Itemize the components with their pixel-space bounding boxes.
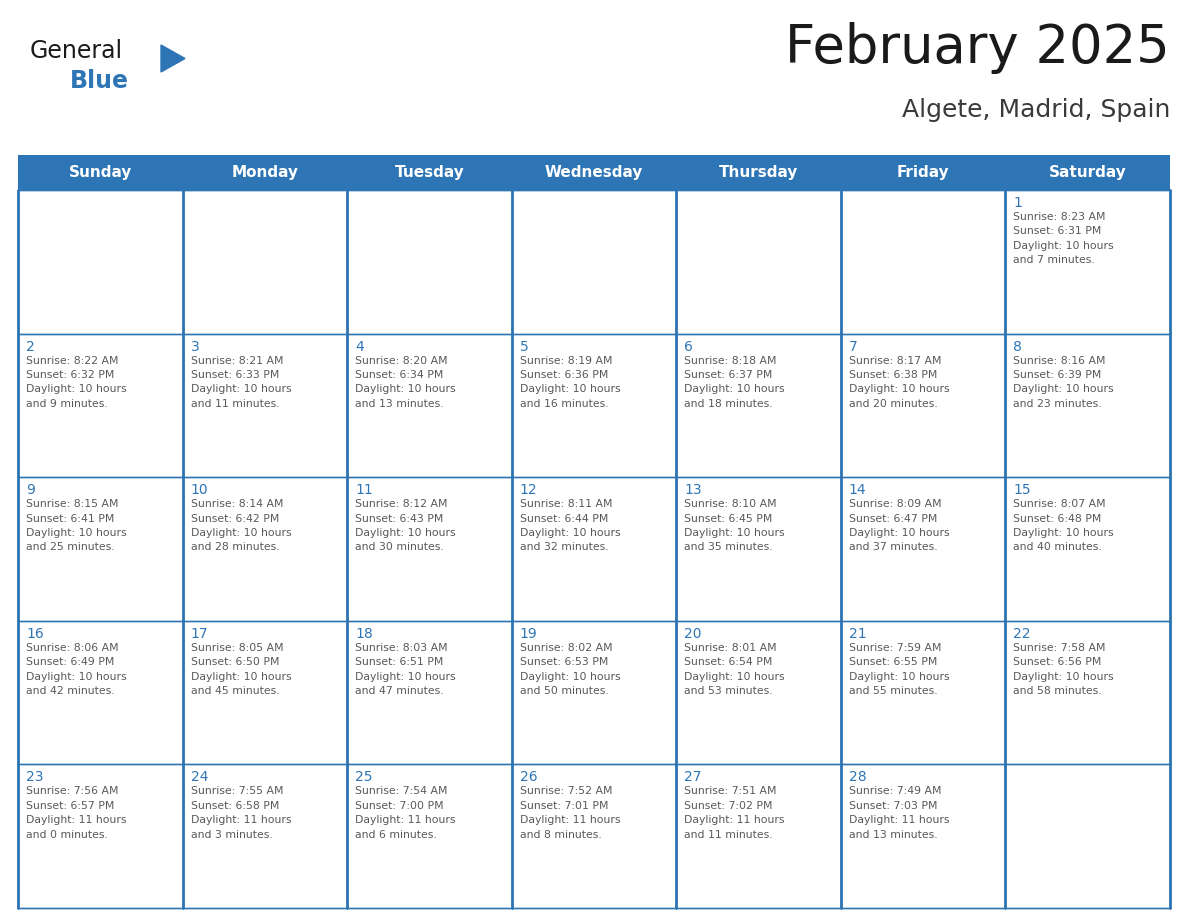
Text: Tuesday: Tuesday <box>394 165 465 180</box>
Polygon shape <box>162 45 185 72</box>
Text: Friday: Friday <box>897 165 949 180</box>
Text: Sunrise: 8:01 AM
Sunset: 6:54 PM
Daylight: 10 hours
and 53 minutes.: Sunrise: 8:01 AM Sunset: 6:54 PM Dayligh… <box>684 643 785 696</box>
Text: Sunrise: 7:56 AM
Sunset: 6:57 PM
Daylight: 11 hours
and 0 minutes.: Sunrise: 7:56 AM Sunset: 6:57 PM Dayligh… <box>26 787 126 840</box>
Text: 5: 5 <box>519 340 529 353</box>
Text: Sunrise: 8:20 AM
Sunset: 6:34 PM
Daylight: 10 hours
and 13 minutes.: Sunrise: 8:20 AM Sunset: 6:34 PM Dayligh… <box>355 355 456 409</box>
Text: Sunrise: 7:49 AM
Sunset: 7:03 PM
Daylight: 11 hours
and 13 minutes.: Sunrise: 7:49 AM Sunset: 7:03 PM Dayligh… <box>849 787 949 840</box>
Text: Sunrise: 8:17 AM
Sunset: 6:38 PM
Daylight: 10 hours
and 20 minutes.: Sunrise: 8:17 AM Sunset: 6:38 PM Dayligh… <box>849 355 949 409</box>
Text: 13: 13 <box>684 483 702 498</box>
Text: 24: 24 <box>190 770 208 784</box>
Text: Sunrise: 8:07 AM
Sunset: 6:48 PM
Daylight: 10 hours
and 40 minutes.: Sunrise: 8:07 AM Sunset: 6:48 PM Dayligh… <box>1013 499 1114 553</box>
Text: 18: 18 <box>355 627 373 641</box>
Text: Monday: Monday <box>232 165 298 180</box>
Text: 2: 2 <box>26 340 34 353</box>
Text: Sunrise: 8:21 AM
Sunset: 6:33 PM
Daylight: 10 hours
and 11 minutes.: Sunrise: 8:21 AM Sunset: 6:33 PM Dayligh… <box>190 355 291 409</box>
Text: 15: 15 <box>1013 483 1031 498</box>
Text: Sunrise: 8:19 AM
Sunset: 6:36 PM
Daylight: 10 hours
and 16 minutes.: Sunrise: 8:19 AM Sunset: 6:36 PM Dayligh… <box>519 355 620 409</box>
Text: Sunrise: 8:14 AM
Sunset: 6:42 PM
Daylight: 10 hours
and 28 minutes.: Sunrise: 8:14 AM Sunset: 6:42 PM Dayligh… <box>190 499 291 553</box>
Text: Sunrise: 7:59 AM
Sunset: 6:55 PM
Daylight: 10 hours
and 55 minutes.: Sunrise: 7:59 AM Sunset: 6:55 PM Dayligh… <box>849 643 949 696</box>
Text: Sunrise: 8:18 AM
Sunset: 6:37 PM
Daylight: 10 hours
and 18 minutes.: Sunrise: 8:18 AM Sunset: 6:37 PM Dayligh… <box>684 355 785 409</box>
Text: Blue: Blue <box>70 69 129 93</box>
Text: 21: 21 <box>849 627 866 641</box>
Text: Algete, Madrid, Spain: Algete, Madrid, Spain <box>902 98 1170 122</box>
Text: Sunrise: 7:58 AM
Sunset: 6:56 PM
Daylight: 10 hours
and 58 minutes.: Sunrise: 7:58 AM Sunset: 6:56 PM Dayligh… <box>1013 643 1114 696</box>
Text: 12: 12 <box>519 483 537 498</box>
Text: 3: 3 <box>190 340 200 353</box>
Text: 22: 22 <box>1013 627 1031 641</box>
Bar <box>18 155 1170 190</box>
Text: Sunrise: 8:06 AM
Sunset: 6:49 PM
Daylight: 10 hours
and 42 minutes.: Sunrise: 8:06 AM Sunset: 6:49 PM Dayligh… <box>26 643 127 696</box>
Text: February 2025: February 2025 <box>785 22 1170 74</box>
Text: 7: 7 <box>849 340 858 353</box>
Text: 17: 17 <box>190 627 208 641</box>
Text: Sunrise: 7:55 AM
Sunset: 6:58 PM
Daylight: 11 hours
and 3 minutes.: Sunrise: 7:55 AM Sunset: 6:58 PM Dayligh… <box>190 787 291 840</box>
Text: 10: 10 <box>190 483 208 498</box>
Text: 9: 9 <box>26 483 34 498</box>
Text: 6: 6 <box>684 340 693 353</box>
Text: 11: 11 <box>355 483 373 498</box>
Text: 27: 27 <box>684 770 702 784</box>
Text: Saturday: Saturday <box>1049 165 1126 180</box>
Text: Thursday: Thursday <box>719 165 798 180</box>
Text: Sunrise: 8:05 AM
Sunset: 6:50 PM
Daylight: 10 hours
and 45 minutes.: Sunrise: 8:05 AM Sunset: 6:50 PM Dayligh… <box>190 643 291 696</box>
Text: Sunrise: 7:51 AM
Sunset: 7:02 PM
Daylight: 11 hours
and 11 minutes.: Sunrise: 7:51 AM Sunset: 7:02 PM Dayligh… <box>684 787 785 840</box>
Text: 14: 14 <box>849 483 866 498</box>
Text: Sunrise: 8:11 AM
Sunset: 6:44 PM
Daylight: 10 hours
and 32 minutes.: Sunrise: 8:11 AM Sunset: 6:44 PM Dayligh… <box>519 499 620 553</box>
Text: Sunrise: 8:23 AM
Sunset: 6:31 PM
Daylight: 10 hours
and 7 minutes.: Sunrise: 8:23 AM Sunset: 6:31 PM Dayligh… <box>1013 212 1114 265</box>
Text: Sunrise: 8:09 AM
Sunset: 6:47 PM
Daylight: 10 hours
and 37 minutes.: Sunrise: 8:09 AM Sunset: 6:47 PM Dayligh… <box>849 499 949 553</box>
Text: Sunrise: 8:16 AM
Sunset: 6:39 PM
Daylight: 10 hours
and 23 minutes.: Sunrise: 8:16 AM Sunset: 6:39 PM Dayligh… <box>1013 355 1114 409</box>
Text: 25: 25 <box>355 770 373 784</box>
Text: Sunrise: 8:03 AM
Sunset: 6:51 PM
Daylight: 10 hours
and 47 minutes.: Sunrise: 8:03 AM Sunset: 6:51 PM Dayligh… <box>355 643 456 696</box>
Text: 26: 26 <box>519 770 537 784</box>
Text: General: General <box>30 39 124 63</box>
Text: Sunrise: 8:22 AM
Sunset: 6:32 PM
Daylight: 10 hours
and 9 minutes.: Sunrise: 8:22 AM Sunset: 6:32 PM Dayligh… <box>26 355 127 409</box>
Text: Sunday: Sunday <box>69 165 132 180</box>
Text: Sunrise: 7:54 AM
Sunset: 7:00 PM
Daylight: 11 hours
and 6 minutes.: Sunrise: 7:54 AM Sunset: 7:00 PM Dayligh… <box>355 787 456 840</box>
Text: 1: 1 <box>1013 196 1023 210</box>
Text: 8: 8 <box>1013 340 1023 353</box>
Text: 20: 20 <box>684 627 702 641</box>
Text: Sunrise: 8:15 AM
Sunset: 6:41 PM
Daylight: 10 hours
and 25 minutes.: Sunrise: 8:15 AM Sunset: 6:41 PM Dayligh… <box>26 499 127 553</box>
Text: 4: 4 <box>355 340 364 353</box>
Text: Sunrise: 8:10 AM
Sunset: 6:45 PM
Daylight: 10 hours
and 35 minutes.: Sunrise: 8:10 AM Sunset: 6:45 PM Dayligh… <box>684 499 785 553</box>
Text: Sunrise: 8:12 AM
Sunset: 6:43 PM
Daylight: 10 hours
and 30 minutes.: Sunrise: 8:12 AM Sunset: 6:43 PM Dayligh… <box>355 499 456 553</box>
Text: Sunrise: 7:52 AM
Sunset: 7:01 PM
Daylight: 11 hours
and 8 minutes.: Sunrise: 7:52 AM Sunset: 7:01 PM Dayligh… <box>519 787 620 840</box>
Text: 16: 16 <box>26 627 44 641</box>
Text: 19: 19 <box>519 627 537 641</box>
Text: Sunrise: 8:02 AM
Sunset: 6:53 PM
Daylight: 10 hours
and 50 minutes.: Sunrise: 8:02 AM Sunset: 6:53 PM Dayligh… <box>519 643 620 696</box>
Text: 23: 23 <box>26 770 44 784</box>
Text: Wednesday: Wednesday <box>545 165 643 180</box>
Text: 28: 28 <box>849 770 866 784</box>
